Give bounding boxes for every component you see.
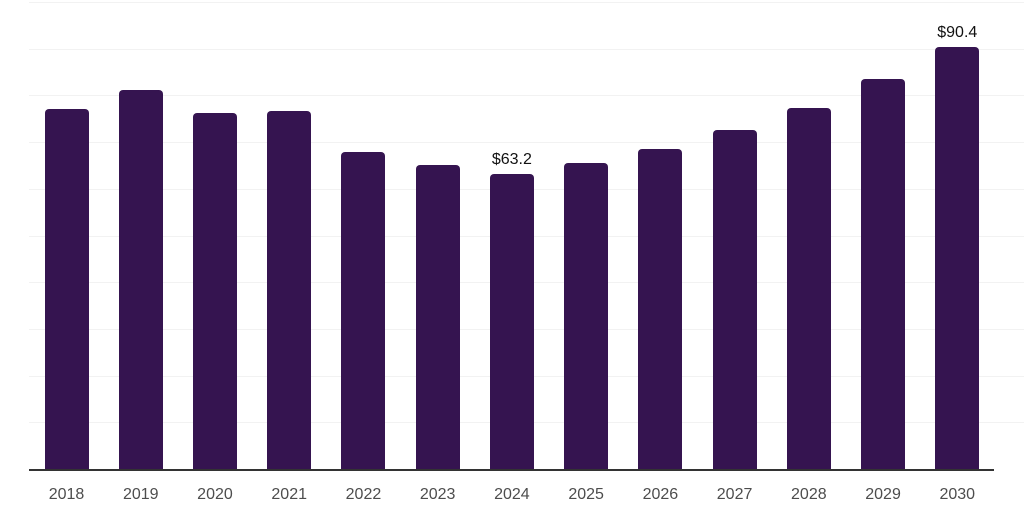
x-tick-label-2022: 2022 xyxy=(345,486,382,503)
x-tick-label-2026: 2026 xyxy=(642,486,679,503)
bar-2022 xyxy=(341,152,386,469)
bar-2018 xyxy=(44,109,89,469)
bar-2025 xyxy=(564,162,609,469)
bar-2026 xyxy=(638,148,683,469)
x-tick-label-2023: 2023 xyxy=(419,486,456,503)
x-tick-label-2030: 2030 xyxy=(939,486,976,503)
bar-2028 xyxy=(786,107,831,469)
x-tick-label-2021: 2021 xyxy=(271,486,307,503)
x-tick-label-2029: 2029 xyxy=(865,486,901,503)
x-tick-label-2020: 2020 xyxy=(197,486,233,503)
bar-2027 xyxy=(712,129,757,469)
x-tick-label-2027: 2027 xyxy=(716,486,753,503)
x-tick-label-2024: 2024 xyxy=(494,486,530,503)
bar-2021 xyxy=(267,110,312,469)
x-tick-label-2019: 2019 xyxy=(122,486,159,503)
bar-2023 xyxy=(415,165,460,469)
bar-2020 xyxy=(192,112,237,469)
data-label-2030: $90.4 xyxy=(937,23,978,41)
x-tick-label-2028: 2028 xyxy=(791,486,827,503)
x-tick-label-2018: 2018 xyxy=(48,486,85,503)
y-gridline-100 xyxy=(29,2,1024,3)
y-gridline-90 xyxy=(29,48,1024,50)
bar-2019 xyxy=(118,89,163,469)
bar-2024 xyxy=(489,173,534,469)
data-label-2024: $63.2 xyxy=(491,150,532,168)
x-tick-label-2025: 2025 xyxy=(568,486,604,503)
x-axis-line xyxy=(29,469,995,471)
bar-2029 xyxy=(861,79,906,469)
bar-2030 xyxy=(935,46,980,469)
